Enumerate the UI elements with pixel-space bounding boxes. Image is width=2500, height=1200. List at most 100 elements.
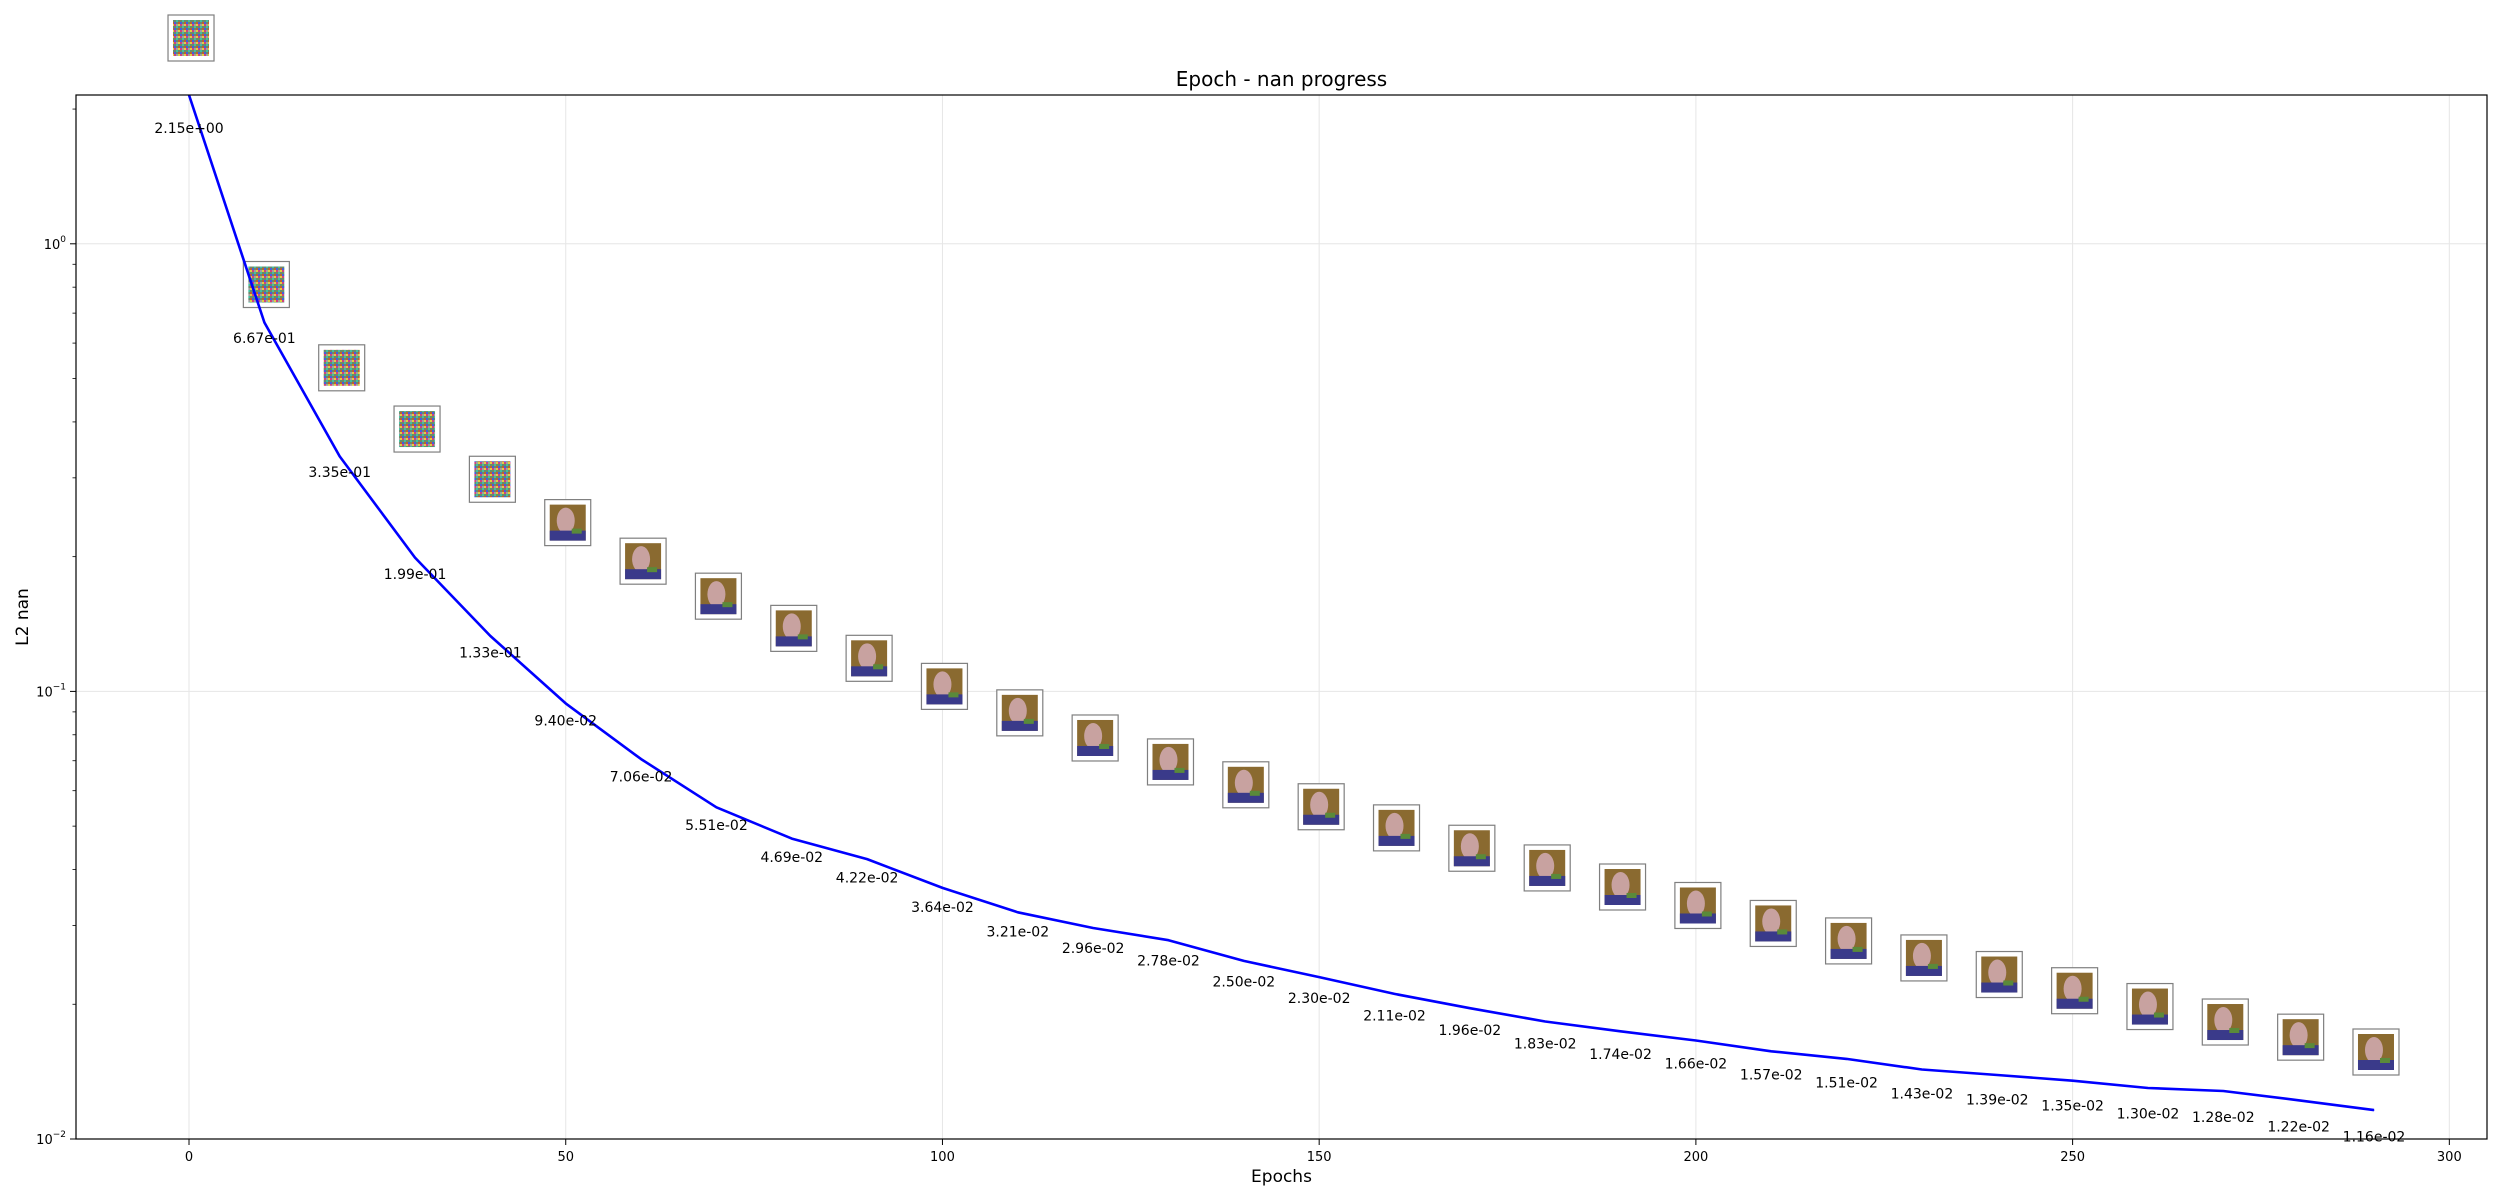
thumbnail-figure [933,671,952,698]
thumbnail-figure [2138,991,2157,1018]
thumbnail-foliage [1927,963,1938,969]
thumbnail [1523,844,1571,892]
data-label: 4.22e-02 [836,871,899,887]
thumbnail-ground [926,694,963,705]
thumbnail-foliage [2003,980,2014,986]
data-point [1243,960,1245,962]
data-label: 2.30e-02 [1288,991,1351,1007]
thumbnail-ground [2207,1030,2244,1041]
thumbnail-ground [700,604,737,615]
data-label: 1.22e-02 [2267,1120,2330,1136]
data-point [1469,1007,1471,1009]
thumbnail-ground [775,636,812,647]
thumbnail [2201,998,2249,1046]
y-axis-label: L2 nan [13,588,33,646]
thumbnail-ground [2131,1014,2168,1025]
thumbnail-foliage [2304,1043,2315,1049]
thumbnail [1975,950,2023,999]
data-label: 1.74e-02 [1589,1047,1652,1063]
thumbnail-foliage [1551,873,1562,879]
thumbnail [694,572,743,620]
thumbnail-ground [2056,998,2093,1009]
thumbnail-ground [1905,965,1942,976]
thumbnail-ground [1529,875,1566,886]
thumbnail-ground [1453,856,1490,867]
data-point [263,322,265,324]
data-point [414,557,416,559]
thumbnail-foliage [797,634,808,640]
thumbnail-ground [2357,1060,2394,1070]
thumbnail [2277,1013,2325,1061]
thumbnail [1824,917,1873,965]
plot-frame [75,94,2488,1140]
x-tick-label: 100 [930,1150,955,1165]
data-label: 3.21e-02 [986,925,1049,941]
thumbnail-ground [1378,835,1415,846]
thumbnail-image [173,20,210,56]
data-label: 2.15e+00 [154,121,223,137]
data-point [1167,939,1169,941]
x-tick-label: 300 [2437,1150,2462,1165]
thumbnail-figure [782,613,801,640]
thumbnail [1222,761,1270,809]
x-tick-label: 250 [2060,1150,2085,1165]
data-point [489,635,491,637]
thumbnail-ground [1077,745,1114,756]
thumbnail [544,499,592,547]
thumbnail-figure [858,643,877,670]
data-label: 1.28e-02 [2192,1110,2255,1126]
data-point [1620,1030,1622,1032]
thumbnail [1146,738,1195,786]
data-point [1394,993,1396,995]
data-point [2147,1087,2149,1089]
thumbnail-ground [1830,948,1867,959]
data-label: 1.16e-02 [2343,1130,2406,1146]
thumbnail [1071,714,1119,762]
thumbnail-foliage [2153,1012,2164,1018]
thumbnail-ground [1227,792,1264,803]
thumbnail-ground [1604,894,1641,905]
thumbnail-foliage [2078,996,2089,1002]
data-point [715,806,717,808]
thumbnail-figure [1762,908,1781,935]
x-axis-label: Epochs [1251,1167,1312,1187]
data-point [1846,1058,1848,1060]
thumbnail-figure [1008,697,1027,724]
thumbnail-foliage [1099,743,1110,749]
data-label: 3.64e-02 [911,900,974,916]
data-label: 2.96e-02 [1062,941,1125,957]
thumbnail-ground [1152,769,1189,780]
thumbnail-figure [1536,852,1555,879]
thumbnail-figure [1988,959,2007,986]
thumbnail-figure [556,507,575,534]
thumbnail-foliage [1701,911,1712,917]
data-point [565,702,567,704]
data-label: 7.06e-02 [610,769,673,785]
thumbnail-foliage [1174,767,1185,773]
grid-lines [76,95,2487,1140]
thumbnail [468,455,516,503]
x-tick-label: 50 [557,1150,574,1165]
data-label: 1.66e-02 [1665,1056,1728,1072]
data-point [941,887,943,889]
thumbnail [1674,881,1722,930]
thumbnail-image [474,461,511,498]
thumbnail-foliage [571,528,582,534]
data-labels: 2.15e+00 6.67e-01 3.35e-01 1.99e-01 1.33e-01… [154,121,2405,1146]
data-point [2222,1090,2224,1092]
data-label: 1.39e-02 [1966,1093,2029,1109]
thumbnail-figure [1837,925,1856,952]
data-label: 1.83e-02 [1514,1037,1577,1053]
thumbnail-figure [1686,890,1705,917]
thumbnail [619,537,667,585]
thumbnail-image [323,349,360,386]
thumbnail-foliage [1777,929,1788,935]
axes: 0 50 100 150 200 250 300 100 10−1 10−2 [36,108,2462,1165]
thumbnail [1749,899,1797,948]
thumbnail-figure [1084,722,1103,749]
thumbnail-foliage [722,602,733,608]
data-label: 2.78e-02 [1137,953,1200,969]
chart-title: Epoch - nan progress [1176,67,1387,91]
data-point [1017,911,1019,913]
